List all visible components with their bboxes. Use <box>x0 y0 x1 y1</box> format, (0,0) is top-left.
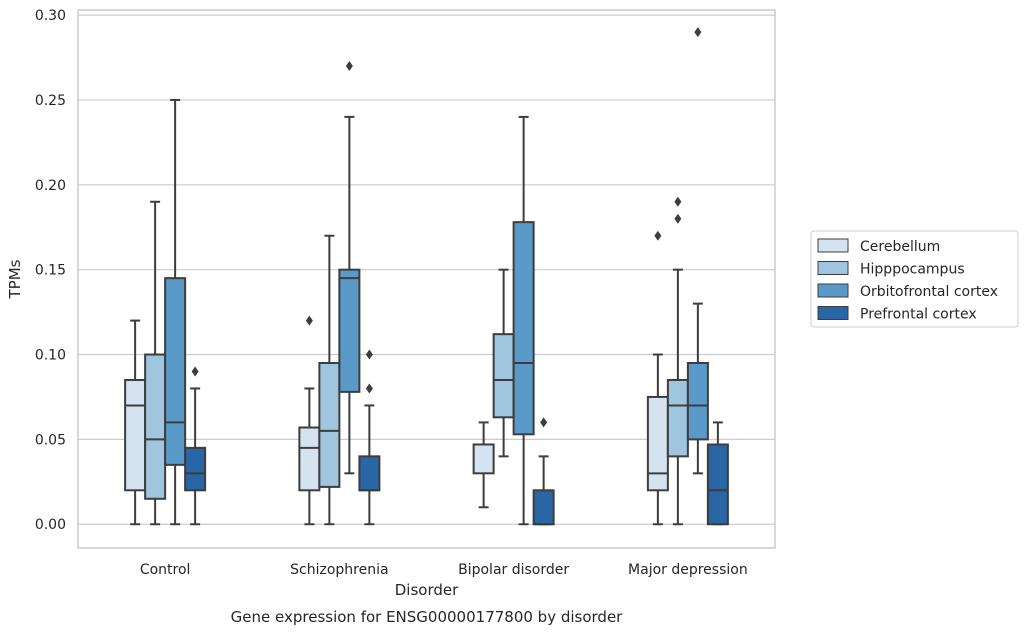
box-hipppocampus <box>666 196 689 526</box>
legend-label: Cerebellum <box>860 239 940 255</box>
box-prefrontal-cortex <box>358 349 381 526</box>
box-body <box>164 277 187 466</box>
box-hipppocampus <box>318 234 341 526</box>
box-orbitofrontal-cortex <box>338 61 361 475</box>
y-tick-label: 0.25 <box>35 93 66 109</box>
boxes <box>124 27 729 526</box>
legend-swatch <box>817 283 849 298</box>
legend: Cerebellum Hipppocampus Orbitofrontal cort… <box>810 230 1019 328</box>
outlier-point <box>305 315 313 326</box>
outlier-point <box>345 61 353 72</box>
y-tick-label: 0.15 <box>35 263 66 279</box>
box-cerebellum <box>124 319 147 526</box>
box-body <box>318 362 341 488</box>
box-prefrontal-cortex <box>706 421 729 526</box>
legend-frame <box>810 230 1019 328</box>
outlier-point <box>365 349 373 360</box>
legend-swatch <box>817 238 849 253</box>
x-tick-label: Bipolar disorder <box>458 562 569 578</box>
box-orbitofrontal-cortex <box>686 27 709 475</box>
box-hipppocampus <box>144 200 167 526</box>
box-body <box>358 455 381 492</box>
box-cerebellum <box>646 230 669 526</box>
box-body <box>686 362 709 441</box>
outlier-point <box>654 230 662 241</box>
x-tick-label: Major depression <box>628 562 748 578</box>
outlier-point <box>540 417 548 428</box>
box-body <box>144 353 167 500</box>
y-axis-ticks: 0.00 0.05 0.10 0.15 0.20 0.25 0.30 <box>35 8 66 533</box>
box-body <box>184 446 207 492</box>
box-body <box>666 378 689 458</box>
outlier-point <box>191 366 199 377</box>
chart-caption: Gene expression for ENSG00000177800 by d… <box>231 608 624 626</box>
box-body <box>532 489 555 526</box>
box-cerebellum <box>298 315 321 526</box>
box-orbitofrontal-cortex <box>164 98 187 526</box>
box-body <box>492 333 515 419</box>
y-tick-label: 0.30 <box>35 8 66 24</box>
plot-frame <box>77 9 776 549</box>
box-body <box>338 268 361 393</box>
box-body <box>124 378 147 492</box>
y-tick-label: 0.10 <box>35 348 66 364</box>
outlier-point <box>694 27 702 38</box>
box-orbitofrontal-cortex <box>512 115 535 526</box>
x-tick-label: Control <box>140 562 191 578</box>
y-tick-label: 0.20 <box>35 178 66 194</box>
box-body <box>646 395 669 492</box>
legend-swatch <box>817 261 849 275</box>
legend-label: Orbitofrontal cortex <box>860 284 998 300</box>
box-prefrontal-cortex <box>532 417 555 526</box>
box-body <box>472 443 495 475</box>
x-axis-label: Disorder <box>395 581 459 599</box>
y-axis-label: TPMs <box>6 259 24 299</box>
y-tick-label: 0.00 <box>35 517 66 533</box>
box-hipppocampus <box>492 268 515 458</box>
outlier-point <box>365 383 373 394</box>
box-prefrontal-cortex <box>184 366 207 526</box>
box-cerebellum <box>472 421 495 509</box>
legend-label: Hipppocampus <box>860 262 965 278</box>
box-body <box>298 426 321 492</box>
x-axis-ticks: Control Schizophrenia Bipolar disorder Majo… <box>140 562 748 578</box>
outlier-point <box>674 213 682 224</box>
box-body <box>512 221 535 436</box>
legend-swatch <box>817 306 849 320</box>
box-body <box>706 443 729 526</box>
y-tick-label: 0.05 <box>35 432 66 448</box>
x-tick-label: Schizophrenia <box>290 562 388 578</box>
outlier-point <box>674 196 682 207</box>
legend-label: Prefrontal cortex <box>860 307 977 323</box>
